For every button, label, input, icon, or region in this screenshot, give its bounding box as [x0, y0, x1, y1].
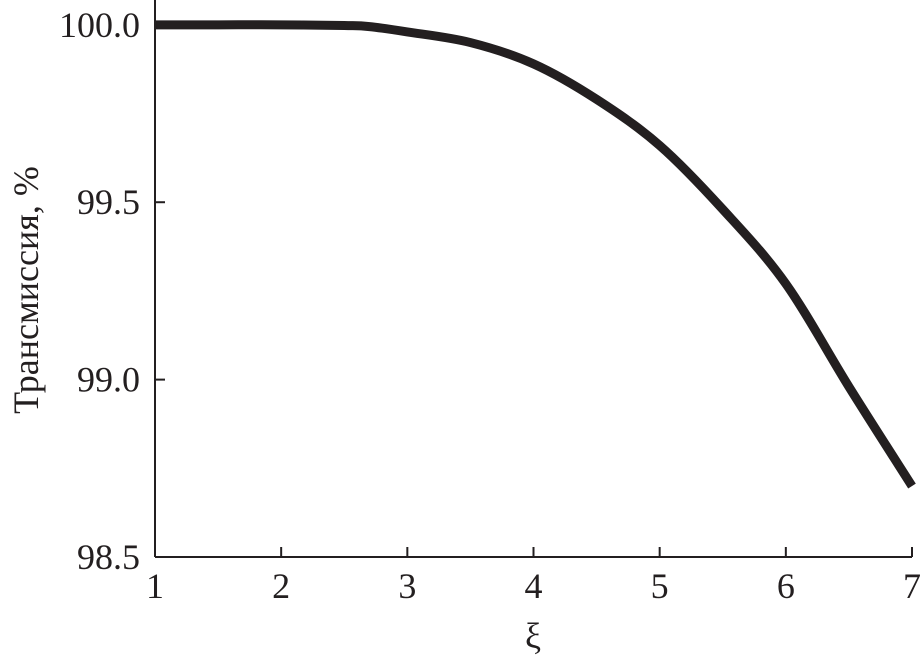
- y-ticks: 98.5 99.0 99.5 100.0: [59, 5, 165, 577]
- x-tick-label: 1: [146, 566, 164, 606]
- x-ticks: 1 2 3 4 5 6 7: [146, 547, 921, 606]
- x-tick-label: 5: [651, 566, 669, 606]
- y-tick-label: 99.0: [77, 360, 140, 400]
- x-tick-label: 7: [903, 566, 921, 606]
- x-tick-label: 6: [777, 566, 795, 606]
- y-tick-label: 99.5: [77, 182, 140, 222]
- x-tick-label: 3: [398, 566, 416, 606]
- y-axis-label: Трансмиссия, %: [6, 166, 46, 414]
- y-tick-label: 98.5: [77, 537, 140, 577]
- series: [154, 20, 916, 489]
- series-line: [154, 20, 916, 489]
- x-axis-label: ξ: [525, 616, 541, 656]
- x-tick-label: 4: [525, 566, 543, 606]
- x-tick-label: 2: [272, 566, 290, 606]
- y-tick-label: 100.0: [59, 5, 140, 45]
- axes: [154, 0, 912, 558]
